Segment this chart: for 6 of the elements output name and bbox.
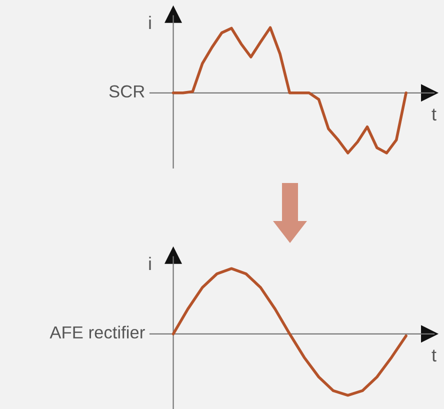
y-axis-title: i bbox=[149, 256, 151, 270]
series-label: AFE rectifier bbox=[50, 326, 145, 339]
x-axis-title: t bbox=[432, 350, 436, 362]
y-axis-title: i bbox=[149, 16, 151, 29]
x-axis-title: t bbox=[432, 108, 436, 121]
series-label: SCR bbox=[109, 85, 144, 98]
